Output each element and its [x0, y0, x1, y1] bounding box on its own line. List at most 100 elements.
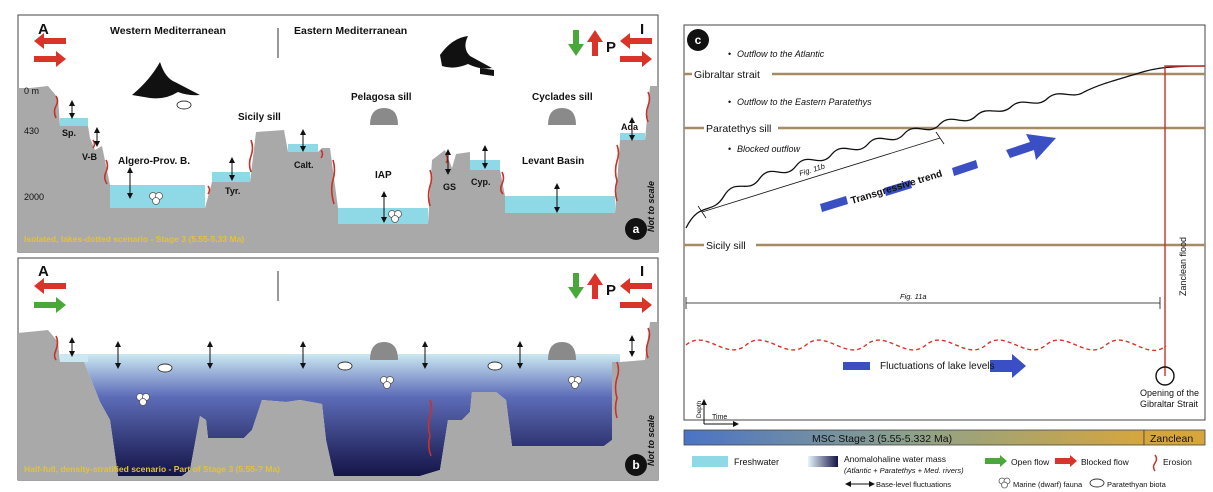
legend-marine-fauna-label: Marine (dwarf) fauna [1013, 480, 1083, 489]
outflow-atlantic: Outflow to the Atlantic [737, 49, 825, 59]
paratethyan-biota-icon-a [176, 100, 192, 110]
opening-label-1: Opening of the [1140, 388, 1199, 398]
bullet-blocked: • [728, 144, 731, 154]
lake-iap [338, 208, 428, 224]
open-flow-arrow-b-west [34, 297, 66, 313]
legend-open-flow-label: Open flow [1011, 457, 1050, 467]
blocked-flow-arrow-b-east-in [620, 278, 652, 294]
legend-anomalohaline-sub: (Atlantic + Paratethys + Med. rivers) [844, 466, 964, 475]
blocked-outflow: Blocked outflow [737, 144, 801, 154]
panel-b-gate-i: I [640, 263, 644, 280]
sicily-label-bg [704, 239, 756, 251]
opening-marker [1155, 366, 1175, 386]
paratethys-label: Paratethys sill [706, 123, 771, 135]
marine-fauna-icons-b [136, 376, 582, 406]
depth-tick-430: 430 [24, 126, 39, 136]
blocked-flow-arrow-b-east-out [620, 297, 652, 313]
basin-ada: Ada [621, 122, 639, 132]
anomalohaline-water-mass [60, 354, 620, 476]
panel-a-p-label: P [606, 39, 616, 56]
fig11a-label: Fig. 11a [900, 292, 927, 301]
fig-11a-extent [685, 297, 1161, 309]
legend-blocked-flow-arrow [1055, 455, 1077, 467]
erosion-lines-a [53, 91, 651, 207]
eastern-med-title: Eastern Mediterranean [294, 25, 407, 37]
legend-erosion-label: Erosion [1163, 457, 1192, 467]
blocked-flow-arrow-a-west-out [34, 51, 66, 67]
blocked-flow-arrow-a-east-in [620, 33, 652, 49]
panel-b-badge [625, 454, 647, 476]
legend-erosion-icon [1152, 454, 1158, 472]
fluctuations-label: Fluctuations of lake levels [880, 361, 995, 372]
time-axis-label: Time [712, 414, 727, 421]
basin-iap: IAP [375, 170, 392, 181]
scenario-a: Isolated, lakes-dotted scenario - Stage … [24, 234, 244, 244]
open-flow-arrow-b-down [568, 273, 584, 299]
basin-cyp: Cyp. [471, 177, 491, 187]
outflow-paratethys: Outflow to the Eastern Paratethys [737, 97, 872, 107]
zanclean-flood-label: Zanclean flood [1178, 237, 1188, 296]
panel-c-badge-label: c [695, 33, 702, 47]
legend-anomalohaline-label: Anomalohaline water mass [844, 454, 946, 464]
lake-tyr [212, 172, 250, 182]
bird-icon-left [132, 62, 200, 99]
panel-b-p-label: P [606, 282, 616, 299]
panel-c-badge [687, 29, 709, 51]
cyclades-sill-label: Cyclades sill [532, 92, 593, 103]
legend-paratethyan-label: Paratethyan biota [1107, 480, 1167, 489]
legend-freshwater-swatch [692, 456, 728, 467]
basin-calt: Calt. [294, 160, 314, 170]
pelagosa-sill-shape-b [370, 342, 398, 360]
basin-levant: Levant Basin [522, 156, 584, 167]
rock-profile-b [18, 322, 658, 480]
base-level-arrows-b [69, 335, 635, 369]
legend-anomalohaline-swatch [808, 456, 838, 467]
bird-icon-right [440, 36, 494, 76]
sicily-label: Sicily sill [706, 240, 746, 252]
lake-sp [60, 118, 88, 126]
not-to-scale-b: Not to scale [646, 415, 656, 466]
basin-sp: Sp. [62, 128, 76, 138]
zanclean-bar [1143, 429, 1206, 446]
panel-a-badge [625, 218, 647, 240]
panel-a-badge-label: a [633, 222, 640, 236]
pelagosa-sill-label: Pelagosa sill [351, 92, 412, 103]
depth-time-axes [701, 399, 739, 427]
lake-levant [505, 196, 615, 213]
zanclean-label: Zanclean [1150, 433, 1193, 445]
legend-blocked-flow-label: Blocked flow [1081, 457, 1130, 467]
legend-base-level-label: Base-level fluctuations [876, 480, 951, 489]
gibraltar-label: Gibraltar strait [694, 69, 760, 81]
gibraltar-label-bg [692, 68, 772, 80]
panel-c-frame [683, 24, 1206, 421]
bullet-paratethys: • [728, 97, 731, 107]
basin-algero: Algero-Prov. B. [118, 156, 190, 167]
blocked-flow-arrow-b-west [34, 278, 66, 294]
cyclades-sill-shape [548, 108, 576, 125]
open-flow-arrow-a-down [568, 30, 584, 56]
fluctuation-dashed-curve [685, 339, 1167, 352]
legend-freshwater-label: Freshwater [734, 457, 779, 467]
western-med-title: Western Mediterranean [110, 25, 226, 37]
fluctuations-arrow [843, 354, 1026, 378]
panel-a [17, 14, 659, 253]
msc-stage-label: MSC Stage 3 (5.55-5.332 Ma) [812, 433, 952, 445]
blocked-flow-arrow-b-up [587, 273, 603, 299]
panel-b [17, 257, 659, 481]
depth-axis-label: Depth [696, 400, 703, 418]
panel-a-gate-a: A [38, 21, 49, 38]
erosion-lines-b [53, 327, 651, 457]
paratethyan-biota-icons-b [157, 361, 503, 373]
paratethys-label-bg [704, 122, 778, 134]
panel-c [683, 24, 1206, 446]
depth-tick-0: 0 m [24, 86, 39, 96]
lake-level-curve [685, 65, 1206, 229]
base-level-arrows-a [69, 100, 635, 223]
panel-a-gate-i: I [640, 21, 644, 38]
pelagosa-sill-shape [370, 108, 398, 125]
legend-open-flow-arrow [985, 455, 1007, 467]
legend-paratethyan-icon [1089, 478, 1105, 488]
basin-vb: V-B [82, 152, 98, 162]
fig-11b-extent [697, 131, 945, 219]
